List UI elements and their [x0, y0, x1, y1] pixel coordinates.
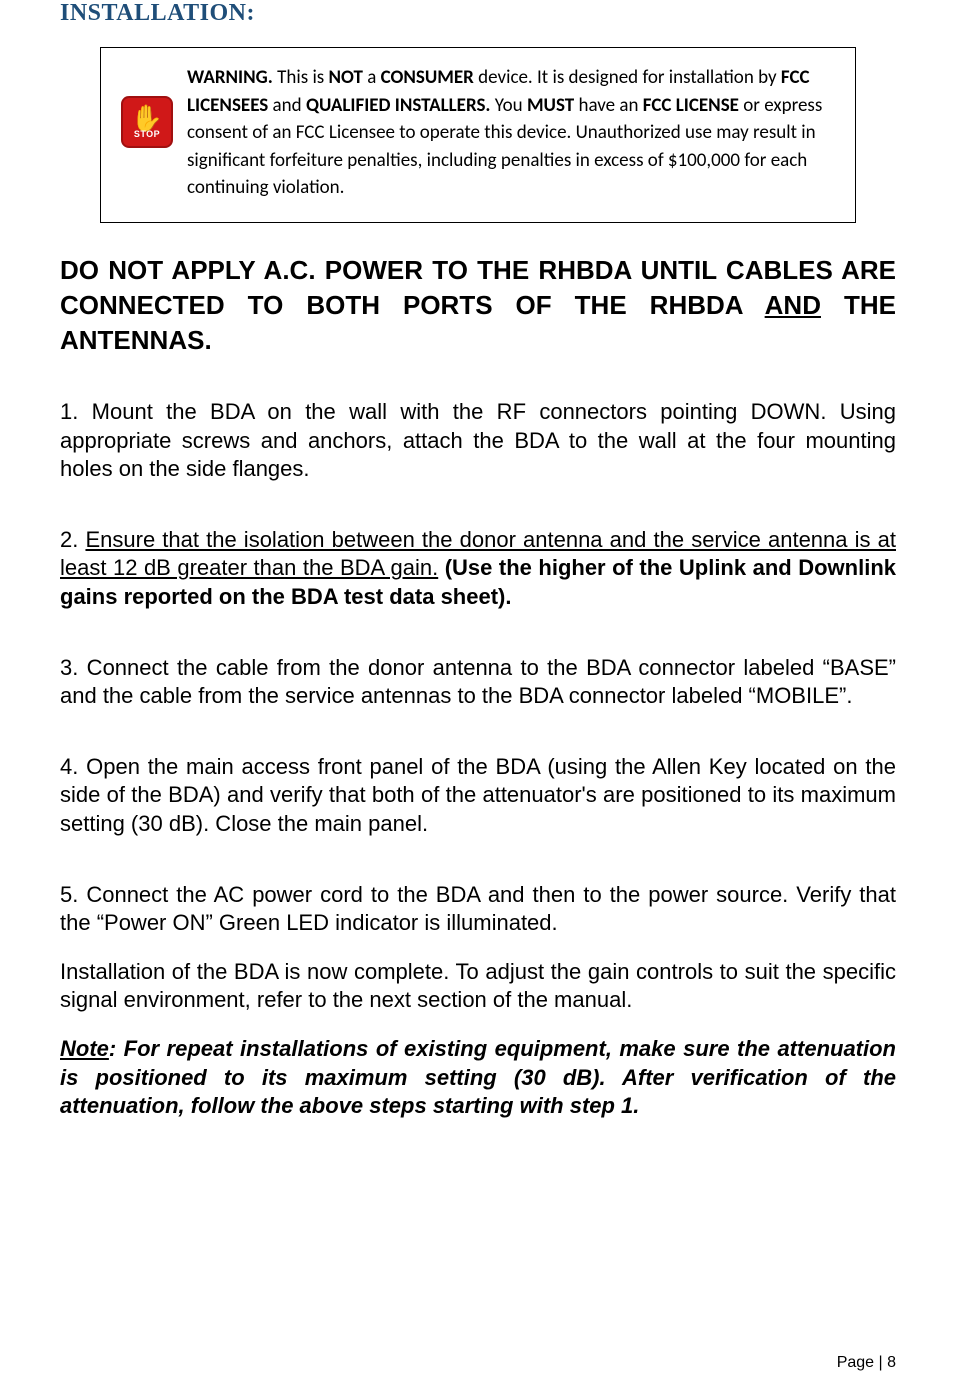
warning-span: device. It is designed for installation …	[474, 66, 781, 89]
warning-text: WARNING. This is NOT a CONSUMER device. …	[187, 64, 835, 202]
main-warning-and: AND	[765, 290, 821, 320]
step-5: 5. Connect the AC power cord to the BDA …	[60, 881, 896, 938]
warning-span: This is	[273, 66, 329, 89]
main-warning: DO NOT APPLY A.C. POWER TO THE RHBDA UNT…	[60, 253, 896, 358]
warning-label: WARNING.	[187, 66, 273, 89]
step-4: 4. Open the main access front panel of t…	[60, 753, 896, 839]
note: Note: For repeat installations of existi…	[60, 1035, 896, 1121]
warning-fcc-license: FCC LICENSE	[643, 94, 739, 117]
section-title: INSTALLATION:	[60, 0, 896, 27]
step-3: 3. Connect the cable from the donor ante…	[60, 654, 896, 711]
page-number: Page | 8	[837, 1354, 896, 1372]
warning-must: MUST	[527, 94, 574, 117]
warning-span: and	[268, 94, 306, 117]
stop-icon: ✋ STOP	[121, 96, 173, 148]
warning-qualified: QUALIFIED INSTALLERS.	[306, 94, 491, 117]
hand-icon: ✋	[131, 105, 163, 131]
warning-span: a	[363, 66, 381, 89]
note-label: Note	[60, 1036, 109, 1061]
warning-span: have an	[574, 94, 643, 117]
warning-span: You	[491, 94, 527, 117]
step-2-prefix: 2.	[60, 527, 85, 552]
step-1: 1. Mount the BDA on the wall with the RF…	[60, 398, 896, 484]
stop-label: STOP	[134, 129, 160, 139]
step-2: 2. Ensure that the isolation between the…	[60, 526, 896, 612]
warning-box: ✋ STOP WARNING. This is NOT a CONSUMER d…	[100, 47, 856, 223]
note-body: : For repeat installations of existing e…	[60, 1036, 896, 1118]
post-steps: Installation of the BDA is now complete.…	[60, 958, 896, 1015]
warning-consumer: CONSUMER	[381, 66, 474, 89]
warning-not: NOT	[329, 66, 363, 89]
